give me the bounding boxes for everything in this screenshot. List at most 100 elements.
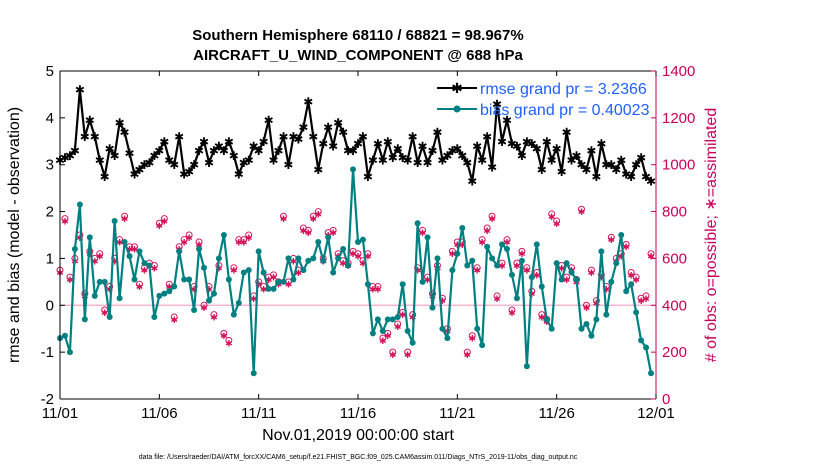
obs-possible-point <box>369 283 377 291</box>
obs-possible-point <box>622 240 630 248</box>
y-tick-label-right: 600 <box>662 250 687 267</box>
obs-assimilated-point: ✱ <box>593 298 601 308</box>
bias-point <box>86 234 93 241</box>
obs-possible-point <box>563 273 571 281</box>
bias-point <box>171 283 178 290</box>
rmse-point: ✱ <box>626 170 636 184</box>
bias-point <box>340 246 347 253</box>
obs-possible-point <box>309 212 317 220</box>
bias-point <box>608 278 615 285</box>
series-layer: ✱✱✱✱✱✱✱✱✱✱✱✱✱✱✱✱✱ ✱✱✱✱✱✱✱✱✱✱✱✱✱✱✱✱✱✱✱✱✱✱✱… <box>55 83 656 377</box>
rmse-point: ✱ <box>234 168 244 182</box>
bias-point <box>121 239 128 246</box>
chart-subtitle: AIRCRAFT_U_WIND_COMPONENT @ 688 hPa <box>193 47 523 64</box>
obs-possible-point <box>578 205 585 213</box>
bias-point <box>196 246 203 253</box>
bias-point <box>141 260 148 267</box>
bias-point <box>484 243 491 250</box>
bias-point <box>479 342 486 349</box>
bias-point <box>300 267 307 274</box>
bias-point <box>275 278 282 285</box>
obs-possible-point <box>493 292 501 300</box>
bias-point <box>66 349 73 356</box>
obs-assimilated-point: ✱ <box>260 284 268 294</box>
rmse-point: ✱ <box>646 175 656 189</box>
bias-point <box>474 325 481 332</box>
obs-assimilated-point: ✱ <box>170 315 178 325</box>
obs-possible-point <box>170 313 178 321</box>
obs-assimilated-point: ✱ <box>603 284 611 294</box>
obs-possible-point <box>160 215 168 223</box>
rmse-point: ✱ <box>552 142 562 156</box>
bias-point <box>101 278 108 285</box>
bias-point <box>355 239 361 246</box>
bias-point <box>305 257 312 264</box>
bias-point <box>186 276 193 283</box>
bias-point <box>270 285 277 292</box>
rmse-point: ✱ <box>105 142 115 156</box>
bias-point <box>598 248 605 255</box>
obs-assimilated-point: ✱ <box>215 263 223 273</box>
obs-assimilated-point: ✱ <box>314 209 322 219</box>
rmse-point: ✱ <box>90 130 100 144</box>
legend-rmse-label: rmse grand pr = 3.2366 <box>480 81 647 98</box>
rmse-point: ✱ <box>219 144 229 158</box>
obs-assimilated-point: ✱ <box>578 207 586 217</box>
rmse-point: ✱ <box>631 158 641 172</box>
rmse-point: ✱ <box>437 154 447 168</box>
rmse-point: ✱ <box>457 149 467 163</box>
bias-point <box>290 276 297 283</box>
obs-assimilated-point: ✱ <box>349 249 357 259</box>
y-tick-label-right: 1400 <box>662 63 695 80</box>
x-tick-label: 11/26 <box>538 405 574 422</box>
obs-possible-point <box>483 224 491 232</box>
obs-assimilated-point: ✱ <box>200 303 208 313</box>
obs-assimilated-point: ✱ <box>459 240 467 250</box>
bias-point <box>206 297 212 304</box>
legend-rmse-marker: ✱ <box>451 80 463 96</box>
rmse-point: ✱ <box>358 130 368 144</box>
obs-assimilated-point: ✱ <box>230 266 238 276</box>
obs-possible-point <box>518 247 526 255</box>
obs-possible-point <box>314 208 322 216</box>
obs-possible-point <box>647 250 655 258</box>
bias-point <box>136 248 143 255</box>
rmse-point: ✱ <box>239 156 249 170</box>
bias-point <box>563 260 570 267</box>
rmse-point: ✱ <box>542 135 552 149</box>
obs-assimilated-point: ✱ <box>473 266 481 276</box>
bias-point <box>528 274 535 281</box>
obs-possible-point <box>503 236 511 244</box>
obs-assimilated-point: ✱ <box>180 238 188 248</box>
bias-point <box>643 344 650 351</box>
bias-point <box>166 288 173 295</box>
obs-possible-point <box>61 215 69 223</box>
bias-point <box>578 325 585 332</box>
bias-point <box>618 232 625 238</box>
obs-assimilated-point: ✱ <box>195 240 203 250</box>
bias-point <box>409 339 416 346</box>
obs-possible-point <box>165 280 173 288</box>
obs-assimilated-point: ✱ <box>558 263 566 273</box>
bias-point <box>518 257 525 264</box>
y-tick-label-right: 0 <box>662 391 670 408</box>
rmse-point: ✱ <box>373 137 383 151</box>
obs-assimilated-point: ✱ <box>250 294 258 304</box>
obs-possible-point <box>498 259 506 267</box>
rmse-point: ✱ <box>259 135 269 149</box>
bias-point <box>111 217 118 224</box>
obs-assimilated-point: ✱ <box>533 270 541 280</box>
x-tick-label: 11/21 <box>439 405 475 422</box>
bias-point <box>588 332 595 339</box>
rmse-point: ✱ <box>70 144 80 158</box>
rmse-point: ✱ <box>254 144 264 158</box>
bias-point <box>250 370 257 377</box>
bias-point <box>201 264 208 271</box>
obs-assimilated-point: ✱ <box>553 219 561 229</box>
obs-possible-point <box>131 243 138 251</box>
bias-point <box>245 267 252 274</box>
bias-point <box>548 325 555 332</box>
bias-point <box>454 250 461 257</box>
bias-point <box>71 246 78 253</box>
obs-assimilated-point: ✱ <box>379 336 387 346</box>
